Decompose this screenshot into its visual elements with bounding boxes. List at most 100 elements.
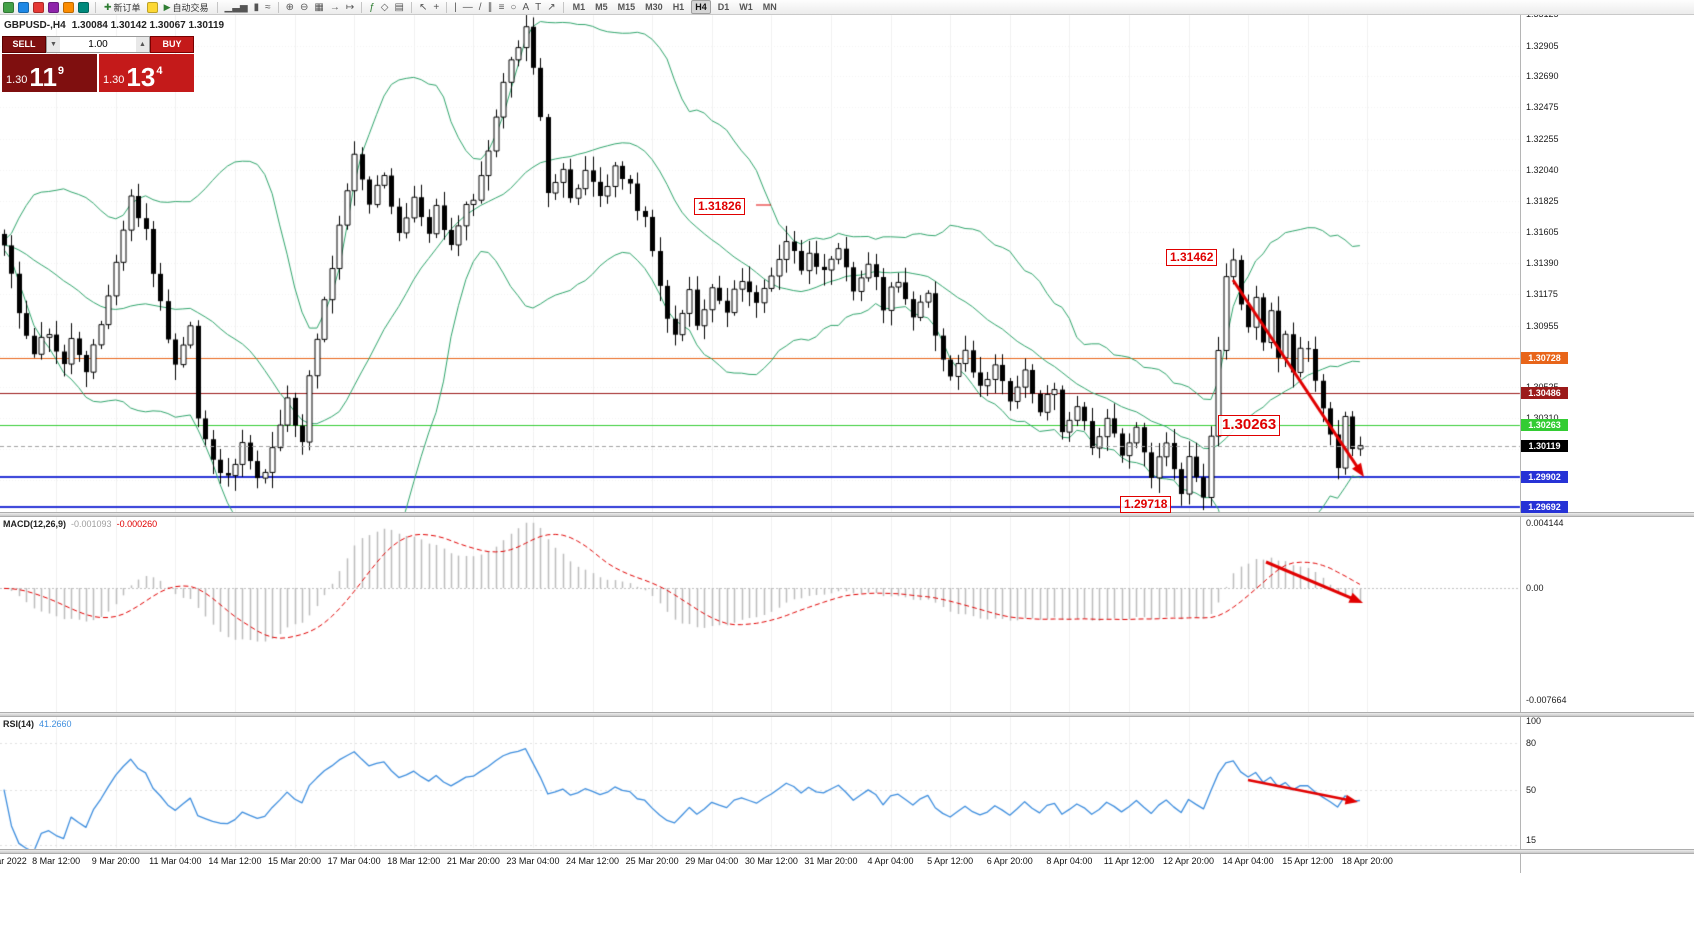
price-axis-label: 1.32905 bbox=[1526, 40, 1559, 51]
price-annotation[interactable]: 1.30263 bbox=[1218, 415, 1281, 436]
zoom-in-icon[interactable]: ⊕ bbox=[285, 1, 294, 13]
price-annotation[interactable]: 1.29718 bbox=[1120, 496, 1172, 513]
ask-quote[interactable]: 1.30 13 4 bbox=[99, 54, 194, 92]
time-axis-label: 29 Mar 04:00 bbox=[685, 856, 739, 866]
fibonacci-icon[interactable]: ≡ bbox=[498, 1, 505, 13]
ohlc-values: 1.30084 1.30142 1.30067 1.30119 bbox=[71, 20, 225, 31]
time-axis[interactable]: 7 Mar 2022 8 Mar 12:00 9 Mar 20:00 11 Mar 0… bbox=[0, 854, 1520, 872]
panel-splitter-main-macd[interactable] bbox=[0, 512, 1694, 517]
terminal-icon[interactable] bbox=[78, 1, 89, 13]
timeframe-button-h4[interactable]: H4 bbox=[691, 0, 711, 14]
timeframe-button-m1[interactable]: M1 bbox=[572, 2, 586, 12]
macd-indicator-title: MACD(12,26,9) -0.001093 -0.000260 bbox=[3, 519, 157, 529]
sell-button[interactable]: SELL bbox=[2, 36, 46, 53]
chart-ohlc-header: GBPUSD-,H4 1.30084 1.30142 1.30067 1.3011… bbox=[4, 20, 224, 31]
timeframe-button-m15[interactable]: M15 bbox=[617, 2, 636, 12]
toolbar-separator bbox=[216, 1, 218, 13]
time-axis-label: 12 Apr 20:00 bbox=[1163, 856, 1215, 866]
toolbar-separator bbox=[410, 1, 412, 13]
volume-input[interactable] bbox=[60, 37, 136, 52]
volume-increase-icon[interactable]: ▲ bbox=[136, 37, 149, 52]
profiles-icon[interactable] bbox=[18, 1, 29, 13]
chart-shift-icon[interactable]: ↦ bbox=[345, 1, 355, 13]
ask-big-digits: 13 bbox=[126, 62, 156, 92]
time-axis-label: 30 Mar 12:00 bbox=[744, 856, 798, 866]
price-axis-label: 1.32040 bbox=[1526, 164, 1559, 175]
auto-scroll-icon[interactable]: → bbox=[329, 1, 340, 13]
time-axis-label: 18 Apr 20:00 bbox=[1341, 856, 1393, 866]
timeframe-button-mn[interactable]: MN bbox=[762, 2, 777, 12]
new-order-button-icon: ✚ bbox=[104, 1, 112, 12]
time-axis-label: 25 Mar 20:00 bbox=[625, 856, 679, 866]
buy-button[interactable]: BUY bbox=[150, 36, 194, 53]
ask-prefix: 1.30 bbox=[103, 74, 125, 86]
vertical-line-icon[interactable]: | bbox=[454, 1, 457, 13]
price-axis-label: 1.30310 bbox=[1526, 413, 1559, 423]
timeframe-button-w1[interactable]: W1 bbox=[739, 2, 753, 12]
market-watch-icon[interactable] bbox=[33, 1, 44, 13]
tile-windows-icon[interactable]: ▦ bbox=[314, 1, 324, 13]
candlestick-chart-icon[interactable]: ▮ bbox=[253, 1, 260, 13]
new-order-button[interactable]: ✚ 新订单 bbox=[102, 1, 143, 14]
volume-stepper[interactable]: ▼ ▲ bbox=[46, 36, 150, 53]
navigator-icon[interactable] bbox=[63, 1, 74, 13]
price-tag: 1.30486 bbox=[1521, 386, 1568, 399]
arrows-icon[interactable]: ↗ bbox=[547, 1, 556, 13]
auto-trading-button-icon: ▶ bbox=[163, 1, 171, 12]
rsi-indicator-title: RSI(14) 41.2660 bbox=[3, 719, 72, 729]
periods-icon[interactable]: ◇ bbox=[380, 1, 389, 13]
timeframe-button-m5[interactable]: M5 bbox=[595, 2, 608, 12]
price-annotation[interactable]: 1.31826 bbox=[694, 198, 746, 215]
time-axis-label: 8 Mar 12:00 bbox=[32, 856, 81, 866]
bid-quote[interactable]: 1.30 11 9 bbox=[2, 54, 97, 92]
rsi-label: RSI(14) bbox=[3, 719, 35, 729]
label-icon[interactable]: T bbox=[535, 1, 542, 13]
price-tag: 1.30119 bbox=[1521, 439, 1568, 452]
templates-icon[interactable]: ▤ bbox=[394, 1, 404, 13]
crosshair-icon[interactable]: + bbox=[433, 1, 440, 13]
price-tag: 1.29692 bbox=[1521, 500, 1568, 513]
time-axis-label: 31 Mar 20:00 bbox=[804, 856, 858, 866]
toolbar-separator bbox=[562, 1, 564, 13]
time-axis-label: 17 Mar 04:00 bbox=[327, 856, 381, 866]
metaeditor-icon[interactable] bbox=[146, 1, 158, 13]
timeframe-button-h1[interactable]: H1 bbox=[672, 2, 685, 12]
timeframe-button-d1[interactable]: D1 bbox=[717, 2, 730, 12]
price-tag: 1.30263 bbox=[1521, 418, 1568, 431]
toolbar-separator bbox=[446, 1, 448, 13]
symbol-timeframe-label: GBPUSD-,H4 bbox=[4, 20, 66, 31]
rsi-axis-label: 80 bbox=[1526, 738, 1537, 748]
cursor-icon[interactable]: ↖ bbox=[418, 1, 428, 13]
new-chart-icon[interactable] bbox=[3, 1, 14, 13]
trendline-icon[interactable]: / bbox=[478, 1, 482, 13]
time-axis-label: 24 Mar 12:00 bbox=[566, 856, 620, 866]
auto-trading-button[interactable]: ▶ 自动交易 bbox=[162, 1, 211, 14]
shapes-icon[interactable]: ○ bbox=[510, 1, 517, 13]
bar-chart-icon[interactable]: ▁▃▅ bbox=[224, 1, 248, 13]
auto-trading-button-label: 自动交易 bbox=[172, 2, 209, 13]
price-annotation[interactable]: 1.31462 bbox=[1166, 249, 1218, 266]
indicators-icon[interactable]: ƒ bbox=[369, 1, 375, 13]
time-axis-label: 11 Mar 04:00 bbox=[149, 856, 202, 866]
zoom-out-icon[interactable]: ⊖ bbox=[299, 1, 309, 13]
horizontal-line-icon[interactable]: — bbox=[462, 1, 473, 13]
panel-splitter-rsi-timeaxis[interactable] bbox=[0, 849, 1694, 854]
text-icon[interactable]: A bbox=[522, 1, 530, 13]
panel-splitter-macd-rsi[interactable] bbox=[0, 712, 1694, 717]
toolbar-separator bbox=[361, 1, 363, 13]
data-window-icon[interactable] bbox=[48, 1, 59, 13]
toolbar-separator bbox=[277, 1, 279, 13]
macd-label: MACD(12,26,9) bbox=[3, 519, 67, 529]
rsi-value: 41.2660 bbox=[39, 719, 72, 729]
timeframe-button-m30[interactable]: M30 bbox=[645, 2, 663, 12]
time-axis-label: 6 Apr 20:00 bbox=[986, 856, 1033, 866]
macd-signal-value: -0.000260 bbox=[116, 519, 158, 529]
bid-pipette: 9 bbox=[57, 65, 65, 77]
line-chart-icon[interactable]: ≈ bbox=[265, 1, 271, 13]
volume-decrease-icon[interactable]: ▼ bbox=[47, 37, 60, 52]
time-axis-label: 8 Apr 04:00 bbox=[1046, 856, 1093, 866]
channel-icon[interactable]: ∥ bbox=[487, 1, 493, 13]
price-axis-label: 1.31390 bbox=[1526, 258, 1559, 269]
